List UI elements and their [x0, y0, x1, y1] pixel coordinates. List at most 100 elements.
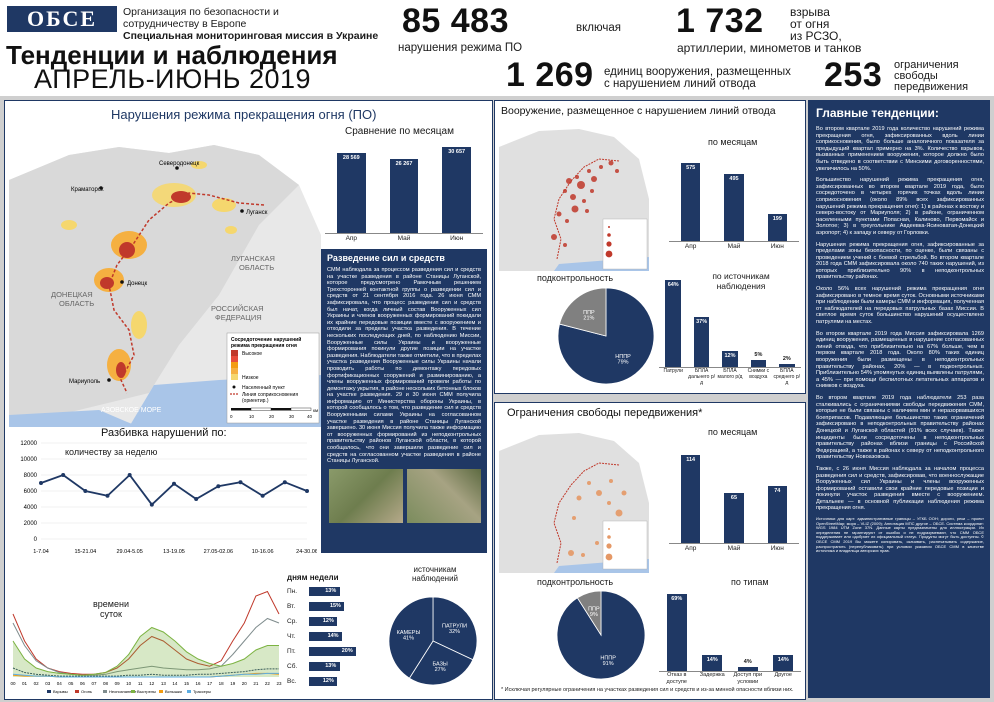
weekly-point-2: [83, 489, 88, 493]
tod-series-1: [12, 590, 280, 675]
day-label-6: Вс.: [287, 678, 297, 685]
category-label-2: Доступ при условии: [733, 672, 763, 685]
weekly-ytick-3: 6000: [24, 489, 38, 495]
tod-series-0: [12, 667, 279, 677]
category-label-1: Май: [727, 243, 741, 250]
tod-legend-swatch-5: [187, 690, 191, 693]
map-label-azov: АЗОВСКОЕ МОРЕ: [101, 407, 162, 414]
day-value-5: 13%: [325, 663, 337, 669]
tod-xtick-6: 06: [80, 681, 86, 686]
weekly-ytick-2: 4000: [24, 505, 38, 511]
bar-0: [666, 594, 687, 671]
tod-xtick-18: 18: [219, 681, 225, 686]
legend-contact-b: (ориентир.): [242, 398, 269, 404]
pie-category-1: ППР: [583, 310, 595, 316]
page-title: Тенденции и наблюдения: [6, 40, 338, 70]
stat2-number: 1 732: [676, 2, 764, 40]
tod-xtick-1: 01: [22, 681, 28, 686]
pie-category-0: НППР: [615, 354, 631, 360]
fom-footnote: * Исключая регулярные ограничения на уча…: [501, 687, 794, 693]
pie-value-1: 27%: [435, 667, 446, 673]
tod-xtick-8: 08: [103, 681, 109, 686]
tod-xtick-11: 11: [138, 681, 143, 686]
bar-value-label-1: 26 267: [395, 161, 413, 168]
weekly-xtick-2: 29.04-5.05: [117, 549, 143, 555]
tod-xtick-5: 05: [68, 681, 74, 686]
scale-tick-3: 30: [289, 414, 295, 419]
bar-value-label-3: 14%: [777, 657, 789, 664]
stat2-label-a: взрыва: [790, 5, 830, 19]
day-bar-1: [309, 602, 345, 611]
pie-value-1: 21%: [583, 316, 594, 322]
tod-xtick-12: 12: [149, 681, 155, 686]
tod-xtick-15: 15: [184, 681, 190, 686]
bar-value-label-4: 2%: [782, 356, 791, 363]
weapons-sources-title-b: наблюдения: [716, 281, 766, 291]
disengagement-photo-1: [329, 469, 403, 523]
bar-value-label-2: 12%: [724, 352, 736, 359]
legend-title-b: режима прекращения огня: [231, 343, 297, 349]
weekly-series-line: [40, 473, 308, 506]
days-title: дням недели: [287, 573, 339, 582]
stat4-label-c: передвижения: [894, 81, 969, 93]
stat3-label-a: единиц вооружения, размещенных: [604, 66, 791, 78]
days-of-week-chart: Пн. 13% Вт. 15% Ср. 12% Чт. 14% Пт. 20% Сб. 13% Вс. 1…: [287, 585, 367, 695]
bar-1: [693, 316, 710, 367]
sources-title: источникам наблюдений: [395, 565, 475, 583]
day-label-5: Сб.: [287, 663, 298, 670]
logo-text: ОБСЕ: [26, 6, 98, 31]
fom-monthly-axis: Апр Май Июн: [669, 545, 799, 557]
key-trend-2: Большинство нарушений режима прекращения…: [816, 177, 984, 236]
legend-settlement: Населенный пункт: [242, 384, 286, 391]
fom-control-title: подконтрольность: [537, 577, 614, 587]
stat2-label: взрыва от огня из РСЗО,: [790, 6, 842, 42]
weekly-xtick-4: 27.05-02.06: [204, 549, 233, 555]
day-label-0: Пн.: [287, 588, 298, 595]
org-line3: Специальная мониторинговая миссия в Укра…: [123, 30, 379, 42]
tod-xtick-4: 04: [57, 681, 63, 686]
bar-value-label-0: 114: [686, 457, 696, 464]
stat4-label-b: свободы: [894, 70, 938, 82]
tod-series-5: [12, 672, 279, 678]
tod-legend-swatch-1: [75, 690, 79, 693]
tod-legend-label-5: Трассеры: [193, 689, 211, 694]
key-trend-6: Во втором квартале 2019 года наблюдатели…: [816, 394, 984, 461]
category-label-4: БПЛА среднего р/д: [773, 368, 801, 386]
pie-category-1: ППР: [588, 606, 600, 612]
key-trends-title: Главные тенденции:: [816, 106, 939, 120]
weekly-chart: 0 2000 4000 6000 8000 10000 12000 1-7.04 15-21.0…: [20, 441, 317, 555]
ceasefire-panel: Нарушения режима прекращения огня (ПО) С…: [4, 100, 493, 700]
map-label-donetsk: Донецк: [127, 281, 148, 287]
bar-value-label-1: 14%: [706, 657, 718, 664]
tod-series-3: [12, 626, 279, 676]
day-bar-6: [309, 677, 338, 686]
tod-xtick-2: 02: [34, 681, 40, 686]
pie-category-0: ПАТРУЛИ: [442, 623, 467, 629]
bar-value-label-1: 495: [729, 175, 739, 182]
stat2-label-c: из РСЗО,: [790, 29, 842, 43]
fom-types-axis: Отказ в доступе Задержка Доступ при услови…: [659, 672, 801, 696]
map-label-donetsk-oblast-a: ДОНЕЦКАЯ: [51, 290, 93, 299]
map-label-luhansk: Луганск: [246, 210, 268, 216]
tod-xtick-7: 07: [91, 681, 97, 686]
map-label-luhansk-oblast-b: ОБЛАСТЬ: [239, 263, 274, 272]
key-trend-3: Нарушения режима прекращения огня, зафик…: [816, 241, 984, 281]
bar-0: [665, 280, 681, 367]
scale-tick-2: 20: [269, 414, 275, 419]
map-label-kramatorsk: Краматорск: [71, 187, 104, 193]
stat3-label-b: с нарушением линий отвода: [604, 78, 756, 90]
pie-category-0: НППР: [600, 656, 616, 662]
bar-value-label-0: 69%: [671, 596, 683, 603]
pie-slice-1: [408, 640, 474, 686]
weekly-ytick-6: 12000: [20, 441, 37, 447]
bar-value-label-0: 28 569: [342, 154, 360, 161]
sources-title-text: источникам наблюдений: [411, 565, 459, 583]
weapons-panel: Вооружение, размещенное с нарушением лин…: [494, 100, 806, 394]
bar-2: [442, 146, 472, 233]
day-bar-0: [309, 587, 340, 596]
scale-tick-4: 40: [307, 414, 313, 419]
tod-legend-swatch-4: [159, 690, 163, 693]
